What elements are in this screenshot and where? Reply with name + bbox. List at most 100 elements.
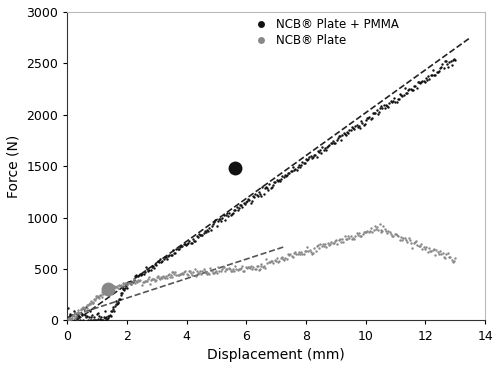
Point [91, 297, 99, 303]
Point [320, 147, 328, 153]
Point [108, 283, 116, 289]
Point [210, 270, 218, 276]
Point [204, 228, 212, 234]
Point [78, 311, 86, 317]
Point [239, 268, 247, 274]
Point [214, 264, 222, 270]
Point [390, 233, 398, 239]
Point [384, 104, 392, 110]
Point [209, 221, 217, 227]
Point [188, 272, 196, 278]
Point [190, 238, 198, 244]
Point [395, 96, 403, 102]
Point [148, 276, 156, 282]
Point [74, 310, 82, 316]
Point [176, 244, 184, 249]
Point [386, 98, 394, 104]
Point [270, 260, 278, 266]
Point [110, 308, 118, 314]
Point [229, 266, 237, 272]
Point [308, 155, 316, 161]
Point [113, 283, 121, 289]
Point [279, 256, 287, 262]
Point [188, 240, 196, 246]
Point [401, 235, 409, 241]
Point [156, 256, 164, 262]
Point [70, 313, 78, 319]
Point [380, 105, 388, 111]
Point [105, 284, 113, 290]
Point [372, 110, 380, 116]
Point [142, 278, 150, 284]
Point [326, 241, 334, 247]
Point [218, 266, 226, 272]
Point [89, 317, 97, 323]
Point [66, 315, 74, 321]
Point [400, 235, 407, 241]
Point [434, 69, 442, 75]
Point [69, 313, 77, 318]
Point [100, 308, 108, 314]
Point [118, 282, 126, 288]
Point [378, 228, 386, 234]
Point [220, 217, 228, 223]
Point [346, 235, 354, 241]
Point [360, 121, 368, 127]
Point [202, 229, 210, 235]
Point [198, 232, 206, 238]
Point [88, 312, 96, 318]
Point [144, 274, 152, 280]
Point [352, 123, 360, 129]
Point [300, 252, 308, 258]
Point [346, 233, 354, 239]
Point [136, 278, 143, 284]
Point [442, 251, 450, 257]
Point [184, 273, 192, 279]
Point [120, 282, 128, 287]
Point [297, 162, 305, 168]
Point [229, 210, 237, 216]
Point [373, 224, 381, 230]
Point [84, 317, 92, 323]
Point [336, 133, 344, 139]
Point [340, 130, 347, 135]
Point [176, 271, 184, 277]
Point [140, 279, 147, 285]
Point [76, 317, 84, 323]
Point [313, 243, 321, 249]
Point [70, 315, 78, 321]
Point [266, 182, 274, 187]
Point [204, 270, 212, 276]
Point [169, 246, 177, 252]
Point [266, 259, 274, 265]
Point [284, 251, 292, 256]
Point [409, 87, 417, 93]
Point [103, 316, 111, 322]
Point [260, 191, 268, 197]
Point [326, 142, 334, 148]
Point [78, 312, 86, 318]
Point [322, 241, 330, 246]
Point [354, 124, 362, 130]
Point [220, 211, 228, 217]
Point [219, 264, 227, 270]
Point [79, 304, 87, 310]
Point [106, 286, 114, 292]
Point [192, 233, 200, 239]
Point [366, 114, 374, 120]
Point [195, 231, 203, 237]
Point [64, 315, 72, 321]
Point [142, 264, 150, 270]
Point [152, 261, 160, 267]
Point [77, 310, 85, 316]
Point [116, 290, 124, 296]
Point [315, 149, 323, 155]
Point [410, 239, 418, 245]
Point [128, 280, 136, 286]
Point [362, 117, 370, 123]
Point [350, 126, 358, 132]
Point [244, 265, 252, 270]
Point [152, 262, 160, 268]
Point [230, 268, 238, 274]
Point [294, 251, 302, 257]
